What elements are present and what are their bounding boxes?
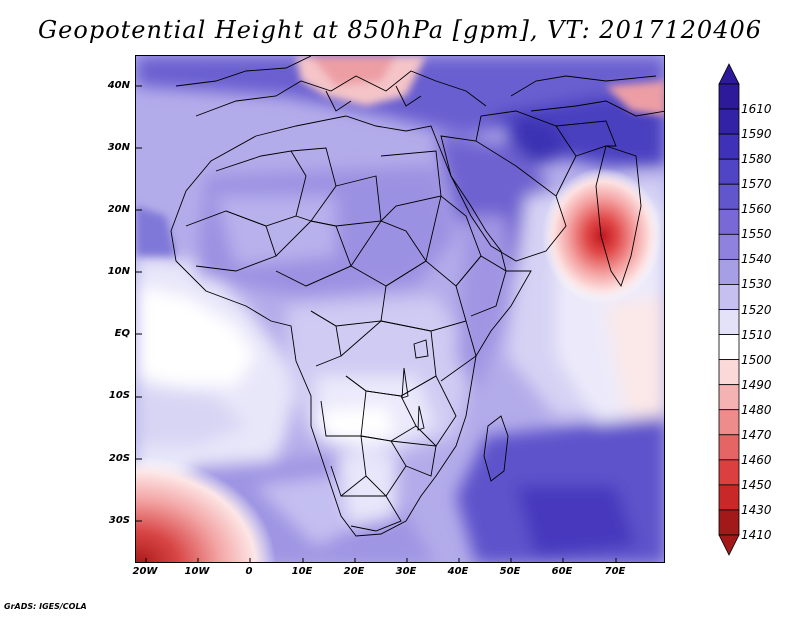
lon-label-20w: 20W bbox=[132, 566, 158, 577]
colorbar-svg bbox=[718, 63, 740, 556]
lat-label-20n: 20N bbox=[107, 204, 130, 215]
colorbar-swatch-1540 bbox=[718, 233, 740, 260]
colorbar-swatch-1560 bbox=[718, 183, 740, 210]
colorbar-label-1430: 1430 bbox=[741, 502, 772, 517]
colorbar-label-1590: 1590 bbox=[741, 127, 772, 142]
colorbar-label-1570: 1570 bbox=[741, 177, 772, 192]
colorbar-swatch-1500 bbox=[718, 334, 740, 361]
lat-label-10n: 10N bbox=[107, 266, 130, 277]
colorbar-label-1580: 1580 bbox=[741, 152, 772, 167]
colorbar-label-1480: 1480 bbox=[741, 402, 772, 417]
colorbar-swatch-1470 bbox=[718, 409, 740, 436]
colorbar-swatch-1520 bbox=[718, 284, 740, 310]
field-southwest-low bbox=[136, 456, 276, 562]
lon-label-20e: 20E bbox=[343, 566, 365, 577]
colorbar-label-1560: 1560 bbox=[741, 202, 772, 217]
colorbar-label-1510: 1510 bbox=[741, 327, 772, 342]
colorbar-swatch-1610 bbox=[718, 83, 740, 110]
colorbar-swatch-1590 bbox=[718, 108, 740, 135]
lat-label-eq: EQ bbox=[114, 328, 130, 339]
colorbar-label-1490: 1490 bbox=[741, 377, 772, 392]
colorbar-bottom-arrow bbox=[718, 534, 740, 556]
colorbar-swatch-1580 bbox=[718, 133, 740, 160]
colorbar-swatch-1460 bbox=[718, 434, 740, 461]
lon-label-0: 0 bbox=[245, 566, 253, 577]
colorbar-label-1520: 1520 bbox=[741, 302, 772, 317]
lat-label-20s: 20S bbox=[108, 453, 130, 464]
colorbar-swatch-1550 bbox=[718, 208, 740, 235]
field-mediterranean bbox=[136, 56, 664, 256]
colorbar-label-1460: 1460 bbox=[741, 452, 772, 467]
colorbar-swatch-1510 bbox=[718, 309, 740, 335]
lat-label-30n: 30N bbox=[107, 142, 130, 153]
colorbar-swatch-1530 bbox=[718, 258, 740, 285]
lon-label-10e: 10E bbox=[291, 566, 313, 577]
colorbar-swatch-1490 bbox=[718, 359, 740, 386]
colorbar-label-1450: 1450 bbox=[741, 477, 772, 492]
colorbar-label-1540: 1540 bbox=[741, 252, 772, 267]
lon-label-50e: 50E bbox=[499, 566, 521, 577]
frame-ticks bbox=[136, 85, 617, 562]
colorbar-swatch-1450 bbox=[718, 459, 740, 486]
map-frame bbox=[135, 55, 665, 563]
colorbar-top-arrow bbox=[718, 63, 740, 85]
lon-label-10w: 10W bbox=[184, 566, 210, 577]
field-arabian-low bbox=[542, 168, 662, 304]
colorbar-swatch-1410 bbox=[718, 509, 740, 536]
lon-label-60e: 60E bbox=[551, 566, 573, 577]
colorbar-legend: 1610 1590 1580 1570 1560 1550 1540 1530 1520 1510… bbox=[718, 62, 798, 557]
colorbar-swatch-1480 bbox=[718, 384, 740, 411]
lon-label-30e: 30E bbox=[395, 566, 417, 577]
colorbar-label-1550: 1550 bbox=[741, 227, 772, 242]
colorbar-swatch-1570 bbox=[718, 158, 740, 185]
colorbar-label-1610: 1610 bbox=[741, 102, 772, 117]
lat-label-10s: 10S bbox=[108, 390, 130, 401]
lon-label-40e: 40E bbox=[447, 566, 469, 577]
colorbar-swatch-1430 bbox=[718, 484, 740, 511]
colorbar-label-1470: 1470 bbox=[741, 427, 772, 442]
colorbar-label-1410: 1410 bbox=[741, 528, 772, 542]
coastlines bbox=[170, 56, 664, 537]
colorbar-label-1500: 1500 bbox=[741, 352, 772, 367]
map-title: Geopotential Height at 850hPa [gpm], VT:… bbox=[38, 16, 762, 44]
colorbar-label-1530: 1530 bbox=[741, 277, 772, 292]
lon-label-70e: 70E bbox=[604, 566, 626, 577]
map-canvas bbox=[136, 56, 664, 562]
lat-label-40n: 40N bbox=[107, 80, 130, 91]
grads-credit: GrADS: IGES/COLA bbox=[4, 602, 87, 611]
lat-label-30s: 30S bbox=[108, 515, 130, 526]
